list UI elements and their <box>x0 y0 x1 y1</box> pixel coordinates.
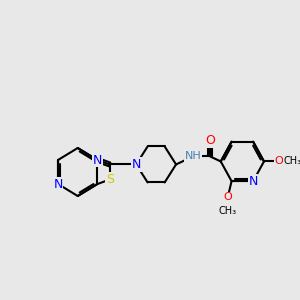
Text: CH₃: CH₃ <box>284 156 300 167</box>
Text: N: N <box>248 175 258 188</box>
Text: S: S <box>106 173 114 186</box>
Text: O: O <box>205 134 215 147</box>
Text: NH: NH <box>185 152 202 161</box>
Text: CH₃: CH₃ <box>219 206 237 216</box>
Text: N: N <box>93 154 102 166</box>
Text: N: N <box>131 158 141 171</box>
Text: O: O <box>224 192 232 202</box>
Text: N: N <box>53 178 63 190</box>
Text: O: O <box>275 156 284 167</box>
